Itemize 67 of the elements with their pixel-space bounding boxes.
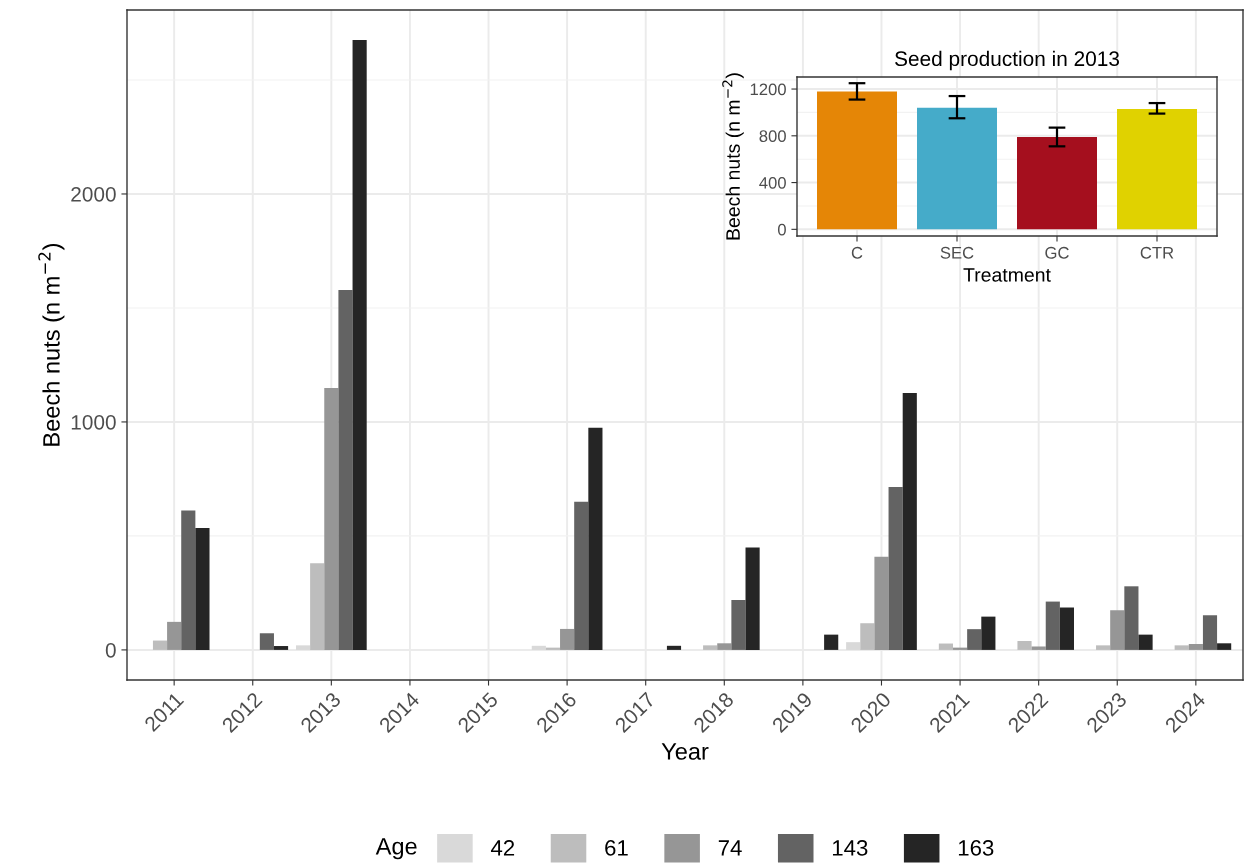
bar	[167, 621, 182, 650]
bar	[745, 547, 760, 650]
bar	[1138, 634, 1153, 650]
bar	[1202, 615, 1218, 650]
y-tick-label: 0	[777, 223, 786, 236]
bar	[1110, 610, 1125, 650]
bar	[1031, 646, 1046, 650]
y-axis-title: Beech nuts (n m$^{−2}$)	[38, 244, 65, 446]
legend-label: 42	[490, 840, 515, 856]
bar	[181, 510, 196, 650]
bar	[874, 556, 889, 650]
bar	[860, 623, 875, 650]
bar	[310, 563, 325, 650]
y-tick-label: 400	[759, 176, 786, 189]
legend-title: Age	[375, 838, 417, 860]
bar	[1217, 643, 1232, 650]
bar	[1117, 108, 1197, 230]
y-tick-label: 1000	[71, 414, 116, 430]
bar	[938, 643, 953, 650]
bar	[981, 616, 996, 650]
bar	[902, 392, 917, 650]
bar	[717, 643, 732, 650]
legend-label: 61	[605, 840, 628, 856]
bar	[888, 486, 903, 650]
bar	[817, 91, 897, 230]
bar	[1174, 645, 1189, 650]
bar	[824, 634, 839, 650]
y-tick-label: 800	[759, 130, 786, 143]
bar	[967, 629, 982, 650]
x-axis-title: Year	[661, 743, 709, 760]
bar	[731, 599, 746, 650]
legend-label: 163	[958, 840, 994, 856]
y-tick-label: 0	[105, 642, 116, 658]
chart-title: Seed production in 2013	[895, 50, 1120, 71]
bar	[1045, 601, 1060, 650]
x-tick-label: GC	[1045, 246, 1069, 259]
x-axis-title: Treatment	[963, 268, 1051, 282]
x-tick-label: CTR	[1140, 246, 1174, 259]
bar	[295, 645, 311, 650]
bar	[703, 645, 718, 650]
bar	[917, 107, 997, 230]
bar	[352, 40, 367, 650]
bar	[338, 289, 353, 650]
bar	[1017, 641, 1032, 650]
bar	[574, 501, 589, 650]
bar	[195, 527, 210, 650]
bar	[666, 645, 682, 650]
bar	[1096, 645, 1111, 650]
bar	[560, 628, 575, 650]
y-axis-title: Beech nuts (n m$^{−2}$)	[722, 73, 744, 240]
legend-label: 74	[718, 840, 742, 856]
bar	[1124, 586, 1139, 650]
bar	[259, 633, 274, 650]
y-tick-label: 2000	[71, 186, 116, 202]
legend-label: 143	[832, 840, 868, 856]
x-tick-label: C	[851, 246, 863, 259]
bar	[152, 640, 168, 650]
bar	[273, 646, 289, 650]
bar	[1017, 136, 1097, 230]
bar	[1188, 643, 1203, 650]
bar	[531, 645, 546, 650]
bar	[324, 387, 339, 650]
y-tick-label: 1200	[750, 83, 786, 96]
x-tick-label: SEC	[940, 246, 974, 259]
bar	[588, 427, 603, 650]
bar	[1059, 607, 1075, 650]
bar	[846, 642, 861, 650]
